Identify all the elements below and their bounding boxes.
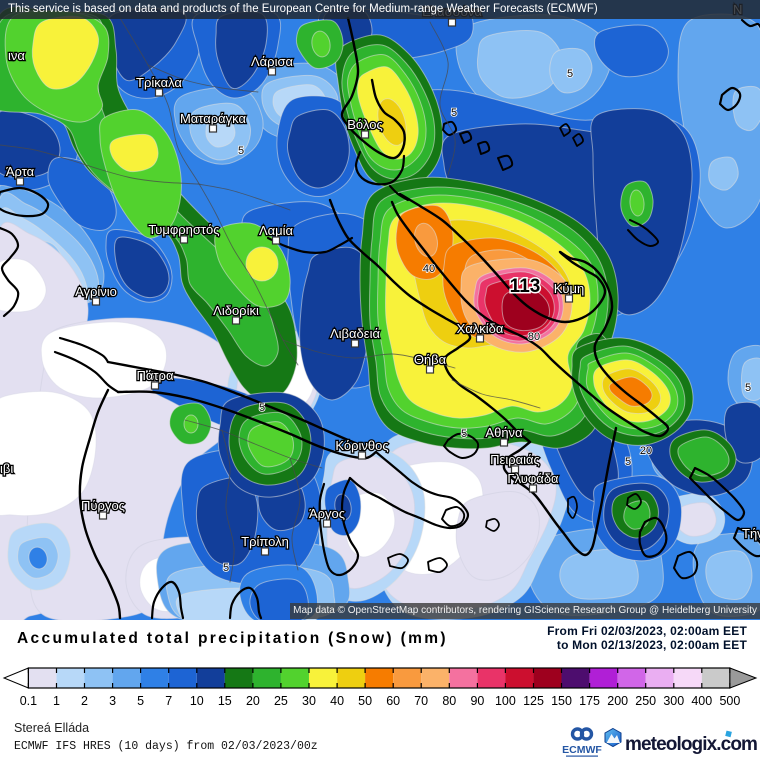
- svg-text:Πύργος: Πύργος: [81, 498, 125, 513]
- svg-text:3: 3: [109, 694, 116, 708]
- svg-text:Τήνο: Τήνο: [742, 526, 760, 541]
- svg-text:ιβι: ιβι: [0, 461, 13, 476]
- svg-text:5: 5: [259, 402, 265, 414]
- svg-text:100: 100: [495, 694, 516, 708]
- svg-text:Λάρισα: Λάρισα: [251, 54, 294, 69]
- svg-text:Λιδορίκι: Λιδορίκι: [213, 303, 259, 318]
- svg-text:Λιβαδειά: Λιβαδειά: [330, 326, 380, 341]
- svg-text:5: 5: [461, 428, 467, 440]
- svg-text:2: 2: [81, 694, 88, 708]
- svg-text:5: 5: [625, 456, 631, 468]
- svg-text:Τυμφρηστός: Τυμφρηστός: [148, 222, 219, 237]
- svg-text:Αθήνα: Αθήνα: [485, 425, 523, 440]
- svg-text:250: 250: [635, 694, 656, 708]
- svg-text:Πάτρα: Πάτρα: [137, 368, 174, 383]
- svg-text:Άρτα: Άρτα: [6, 164, 35, 179]
- svg-text:90: 90: [470, 694, 484, 708]
- svg-text:7: 7: [165, 694, 172, 708]
- svg-text:80: 80: [442, 694, 456, 708]
- svg-text:Γλυφάδα: Γλυφάδα: [507, 471, 559, 486]
- svg-text:20: 20: [246, 694, 260, 708]
- svg-text:15: 15: [218, 694, 232, 708]
- svg-text:5: 5: [137, 694, 144, 708]
- svg-text:Κύμη: Κύμη: [554, 281, 585, 296]
- svg-text:20: 20: [640, 445, 652, 457]
- svg-text:1: 1: [53, 694, 60, 708]
- svg-text:5: 5: [238, 145, 244, 157]
- svg-text:125: 125: [523, 694, 544, 708]
- svg-text:150: 150: [551, 694, 572, 708]
- svg-text:Λαμία: Λαμία: [259, 223, 294, 238]
- svg-text:Πειραιάς: Πειραιάς: [490, 452, 540, 467]
- svg-text:500: 500: [719, 694, 740, 708]
- svg-text:70: 70: [414, 694, 428, 708]
- svg-text:50: 50: [358, 694, 372, 708]
- svg-text:5: 5: [567, 68, 573, 80]
- svg-text:Τρίκαλα: Τρίκαλα: [136, 75, 182, 90]
- svg-text:30: 30: [302, 694, 316, 708]
- svg-text:5: 5: [451, 107, 457, 119]
- svg-text:80: 80: [528, 331, 540, 343]
- svg-text:10: 10: [190, 694, 204, 708]
- svg-text:400: 400: [691, 694, 712, 708]
- svg-text:5: 5: [745, 382, 751, 394]
- svg-text:Άργος: Άργος: [309, 506, 345, 521]
- svg-text:200: 200: [607, 694, 628, 708]
- svg-text:ECMWF: ECMWF: [562, 744, 602, 756]
- svg-text:300: 300: [663, 694, 684, 708]
- svg-text:0.1: 0.1: [20, 694, 37, 708]
- svg-text:40: 40: [330, 694, 344, 708]
- svg-text:meteologix.com: meteologix.com: [625, 734, 757, 755]
- svg-text:Αγρίνιο: Αγρίνιο: [75, 284, 117, 299]
- svg-text:Βόλος: Βόλος: [347, 117, 382, 132]
- svg-text:5: 5: [223, 562, 229, 574]
- svg-text:Θήβα: Θήβα: [414, 352, 447, 367]
- svg-text:Χαλκίδα: Χαλκίδα: [457, 321, 504, 336]
- svg-text:Τρίπολη: Τρίπολη: [241, 534, 289, 549]
- svg-text:60: 60: [386, 694, 400, 708]
- svg-text:175: 175: [579, 694, 600, 708]
- svg-text:ινα: ινα: [8, 48, 25, 63]
- svg-text:25: 25: [274, 694, 288, 708]
- svg-text:Ματαράγκα: Ματαράγκα: [180, 111, 247, 126]
- svg-text:113: 113: [510, 276, 541, 297]
- svg-text:40: 40: [423, 263, 435, 275]
- svg-text:Κόρινθος: Κόρινθος: [335, 438, 388, 453]
